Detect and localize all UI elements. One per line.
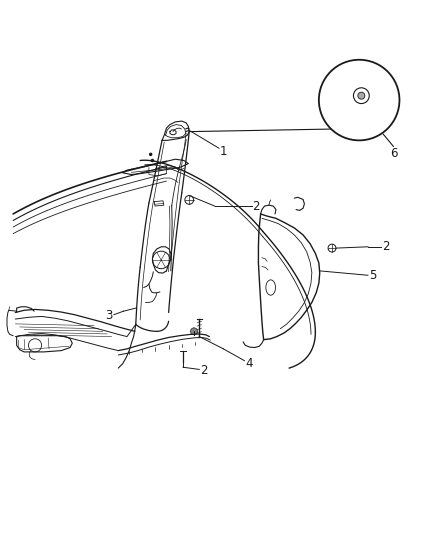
Circle shape: [149, 152, 152, 156]
Text: 4: 4: [245, 357, 253, 370]
Circle shape: [191, 328, 198, 335]
Circle shape: [319, 60, 399, 140]
Text: 2: 2: [252, 199, 260, 213]
Text: 3: 3: [105, 309, 112, 322]
Text: 1: 1: [219, 146, 227, 158]
Text: 6: 6: [390, 147, 397, 160]
Text: 2: 2: [381, 240, 389, 253]
Text: 2: 2: [200, 364, 208, 377]
Text: 5: 5: [370, 269, 377, 282]
Circle shape: [151, 159, 154, 162]
Circle shape: [358, 92, 365, 99]
